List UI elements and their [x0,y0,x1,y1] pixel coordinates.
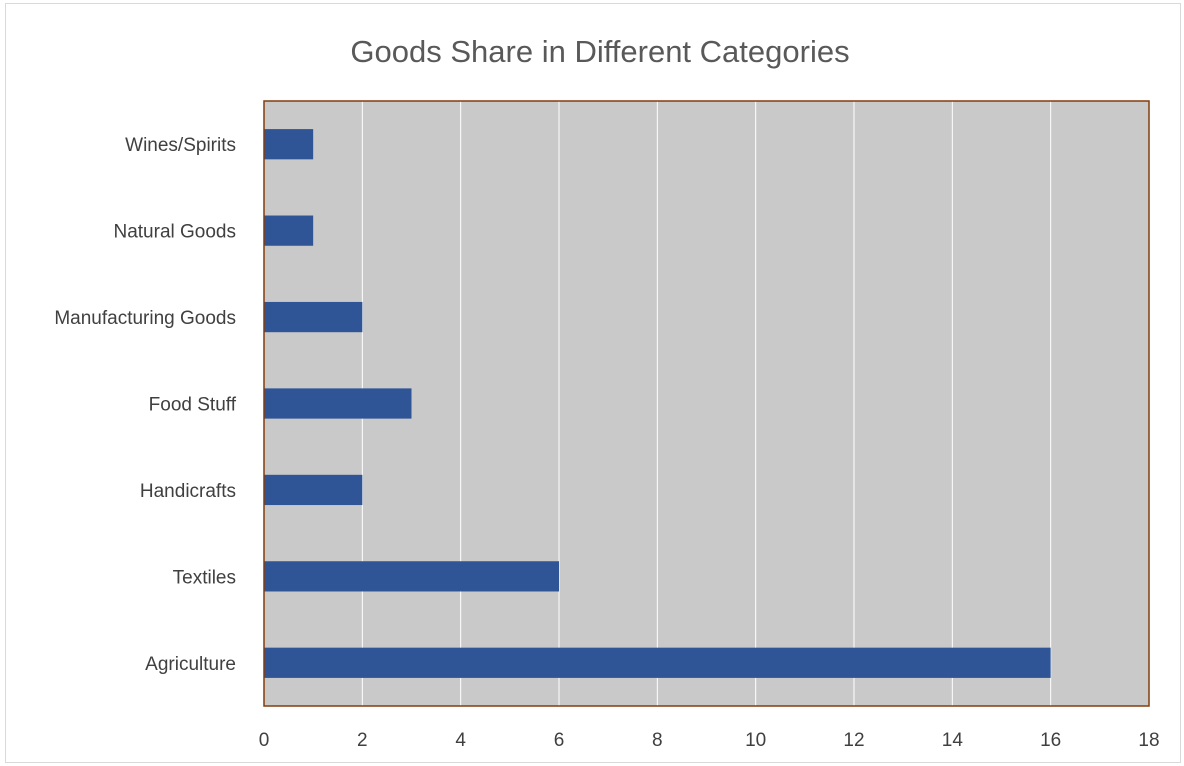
x-tick-label: 18 [1138,730,1159,751]
x-axis-ticks: 0 2 4 6 8 10 12 14 16 18 [259,730,1160,751]
bars [264,129,1051,678]
chart-title: Goods Share in Different Categories [350,34,849,69]
bar-natural-goods [264,215,314,246]
x-tick-label: 0 [259,730,270,751]
x-tick-label: 10 [745,730,766,751]
plot-border [263,100,1150,707]
category-label: Agriculture [145,654,236,675]
x-tick-label: 8 [652,730,663,751]
bar-agriculture [264,647,1051,678]
bar-manufacturing-goods [264,301,363,333]
x-tick-label: 14 [942,730,964,751]
bar-food-stuff [264,388,412,419]
x-tick-label: 6 [554,730,565,751]
bar-textiles [264,561,559,592]
category-label: Manufacturing Goods [54,308,236,329]
bar-handicrafts [264,474,363,506]
x-tick-label: 4 [455,730,466,751]
bar-wines-spirits [264,129,314,160]
x-tick-label: 2 [357,730,368,751]
category-label: Handicrafts [140,481,236,502]
category-label: Textiles [173,567,236,588]
category-label: Food Stuff [149,395,237,416]
category-label: Wines/Spirits [125,135,236,156]
gridlines [361,101,1052,706]
x-tick-label: 16 [1040,730,1061,751]
x-tick-label: 12 [843,730,864,751]
category-label: Natural Goods [113,222,236,243]
y-axis-labels: Wines/Spirits Natural Goods Manufacturing … [54,135,236,675]
